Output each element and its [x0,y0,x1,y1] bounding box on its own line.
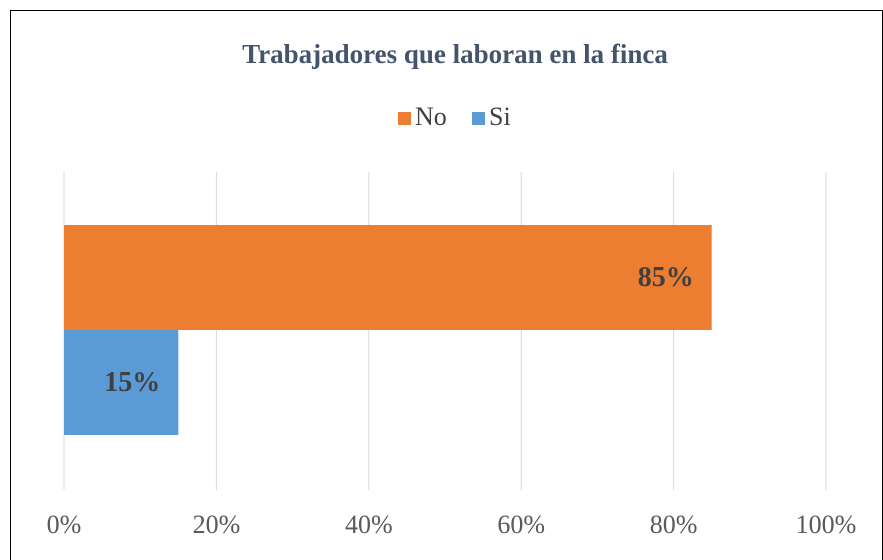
x-tick-label: 80% [650,510,698,539]
legend-label: Si [489,102,511,131]
x-tick-label: 60% [497,510,545,539]
x-tick-label: 20% [193,510,241,539]
bar [64,330,179,435]
data-label: 85% [638,262,694,293]
bar [64,225,712,330]
legend-swatch [398,112,411,125]
legend-swatch [472,112,485,125]
data-label: 15% [104,367,160,398]
chart-title: Trabajadores que laboran en la finca [242,39,668,69]
x-tick-label: 0% [47,510,82,539]
x-tick-label: 100% [796,510,857,539]
legend-label: No [415,102,447,131]
x-tick-label: 40% [345,510,393,539]
